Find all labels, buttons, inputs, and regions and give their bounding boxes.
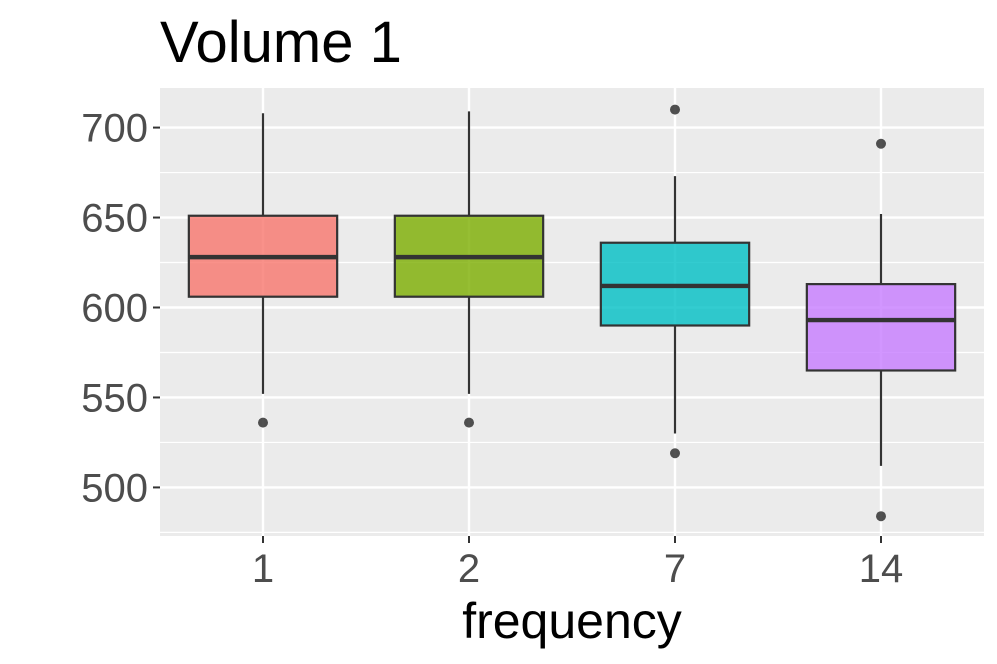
- x-tick-label: 2: [458, 547, 480, 591]
- boxes-layer: [187, 104, 957, 522]
- chart-title: Volume 1: [160, 10, 402, 75]
- outlier-point: [258, 417, 268, 428]
- outlier-point: [670, 448, 680, 459]
- outlier-point: [670, 104, 680, 115]
- box-group-2: [393, 111, 545, 428]
- y-axis: 500 550 600 650 700: [81, 107, 160, 510]
- outlier-point: [464, 417, 474, 428]
- y-tick-label: 650: [81, 197, 148, 241]
- y-tick-label: 600: [81, 287, 148, 331]
- box-group-7: [599, 104, 751, 459]
- box-iqr: [805, 283, 957, 372]
- y-tick-label: 700: [81, 107, 148, 151]
- box-group-1: [187, 113, 339, 428]
- x-tick-label: 7: [664, 547, 686, 591]
- x-axis-title: frequency: [462, 593, 682, 649]
- outlier-point: [876, 511, 886, 522]
- x-axis: 1 2 7 14: [252, 536, 903, 591]
- outlier-point: [876, 138, 886, 149]
- box-group-14: [805, 138, 957, 522]
- x-tick-label: 1: [252, 547, 274, 591]
- x-tick-label: 14: [859, 547, 904, 591]
- y-tick-label: 550: [81, 376, 148, 420]
- y-tick-label: 500: [81, 466, 148, 510]
